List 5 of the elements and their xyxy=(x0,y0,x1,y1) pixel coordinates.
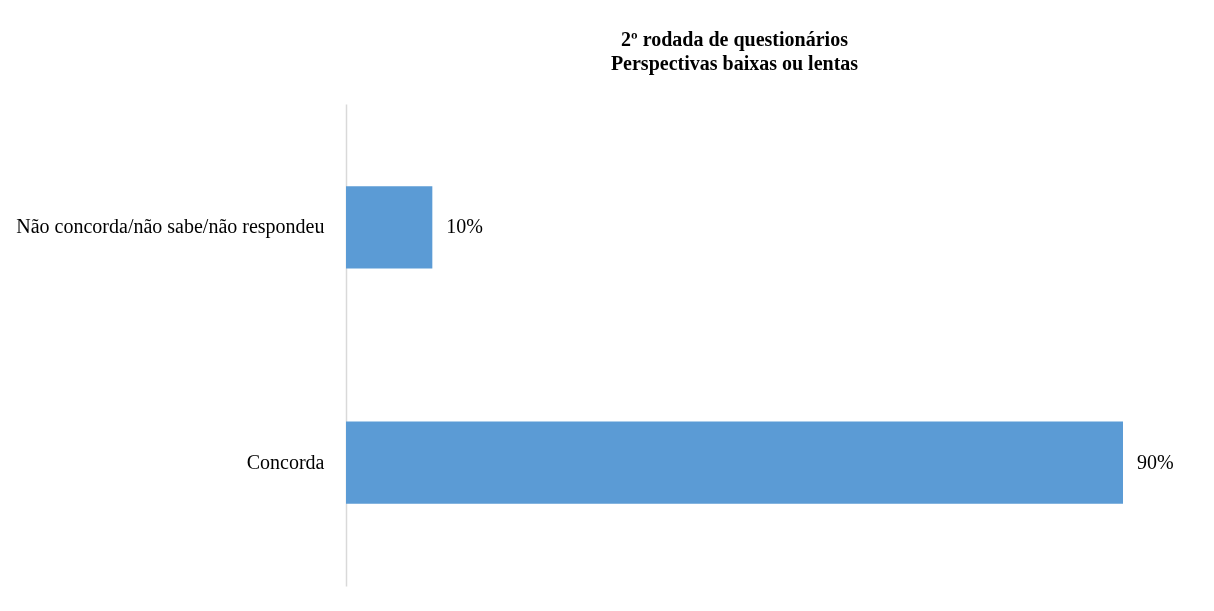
chart-title: 2º rodada de questionários Perspectivas baixas ou lentas xyxy=(610,28,859,75)
data-label: 10% xyxy=(446,215,484,238)
data-label: 90% xyxy=(1137,450,1174,473)
y-tick-label: Não concorda/não sabe/não respondeu xyxy=(16,215,325,239)
y-tick-label: Concorda xyxy=(246,450,325,473)
